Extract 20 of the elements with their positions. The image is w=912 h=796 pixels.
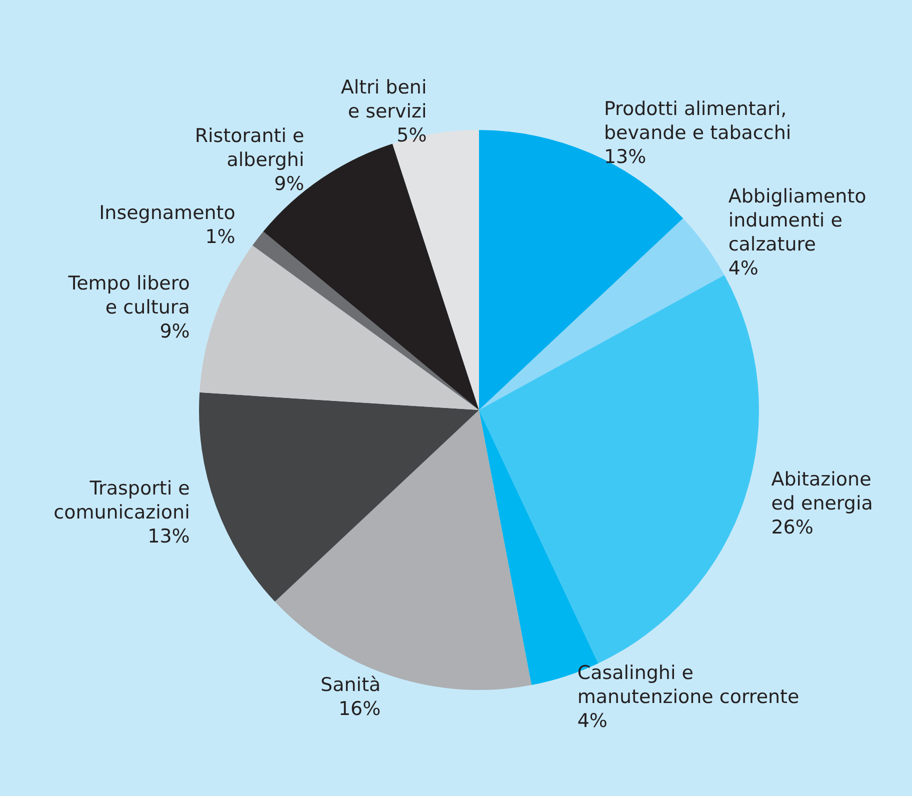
data-label: 16% [338, 698, 381, 720]
data-label: 13% [604, 146, 646, 168]
data-label: 5% [396, 124, 427, 147]
slice-label: Insegnamento [99, 202, 236, 224]
slice-label: Abbigliamento indumenti e calzature [728, 185, 866, 256]
data-label: 4% [577, 710, 608, 732]
data-label: 4% [728, 257, 758, 280]
slice-label: Tempo libero e cultura [67, 272, 190, 319]
data-label: 9% [160, 320, 190, 343]
slice-label: Sanità [320, 674, 381, 696]
slice-label: Ristoranti e alberghi [194, 125, 304, 172]
slice-label: Abitazione ed energia [771, 468, 873, 514]
slice-label: Casalinghi e manutenzione corrente [577, 662, 800, 708]
data-label: 1% [205, 226, 236, 248]
slice-label: Altri beni e servizi [340, 76, 427, 123]
slice-label: Prodotti alimentari, bevande e tabacchi [604, 98, 792, 144]
data-label: 26% [771, 516, 814, 538]
data-label: 9% [274, 173, 304, 196]
data-label: 13% [148, 525, 190, 548]
slice-label: Trasporti e comunicazioni [54, 477, 190, 524]
